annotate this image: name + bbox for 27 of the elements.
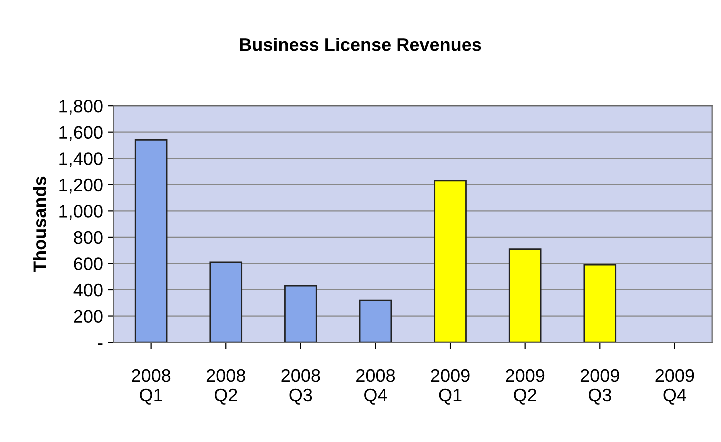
y-axis-title: Thousands [33,176,46,272]
x-tick-label: 2008 Q1 [132,369,171,405]
x-tick-label: 2009 Q1 [431,369,470,405]
x-tick-label: 2009 Q2 [506,369,545,405]
y-tick-label: 1,000 [60,205,103,220]
x-tick-label: 2008 Q2 [206,369,246,405]
x-tick-label: 2009 Q4 [656,369,694,405]
bar [210,262,243,343]
y-tick-label: 1,800 [60,100,103,115]
y-tick-label: - [98,344,103,345]
y-tick-label: 1,200 [60,178,103,194]
x-tick-label: 2008 Q3 [282,369,320,405]
y-tick-label: 200 [74,310,103,323]
x-tick-label: 2008 Q4 [356,369,396,405]
y-tick-label: 800 [74,231,103,244]
bar [508,248,542,343]
chart-title: Business License Revenues [240,38,482,52]
bar [434,180,467,343]
bar [134,140,168,343]
bar [284,285,318,343]
y-tick-label: 600 [74,258,103,270]
x-tick-label: 2009 Q3 [580,369,620,405]
y-tick-label: 1,600 [60,126,103,142]
bar [584,264,617,343]
bar [359,300,392,343]
y-tick-label: 1,400 [60,152,103,168]
y-tick-label: 400 [74,284,103,297]
